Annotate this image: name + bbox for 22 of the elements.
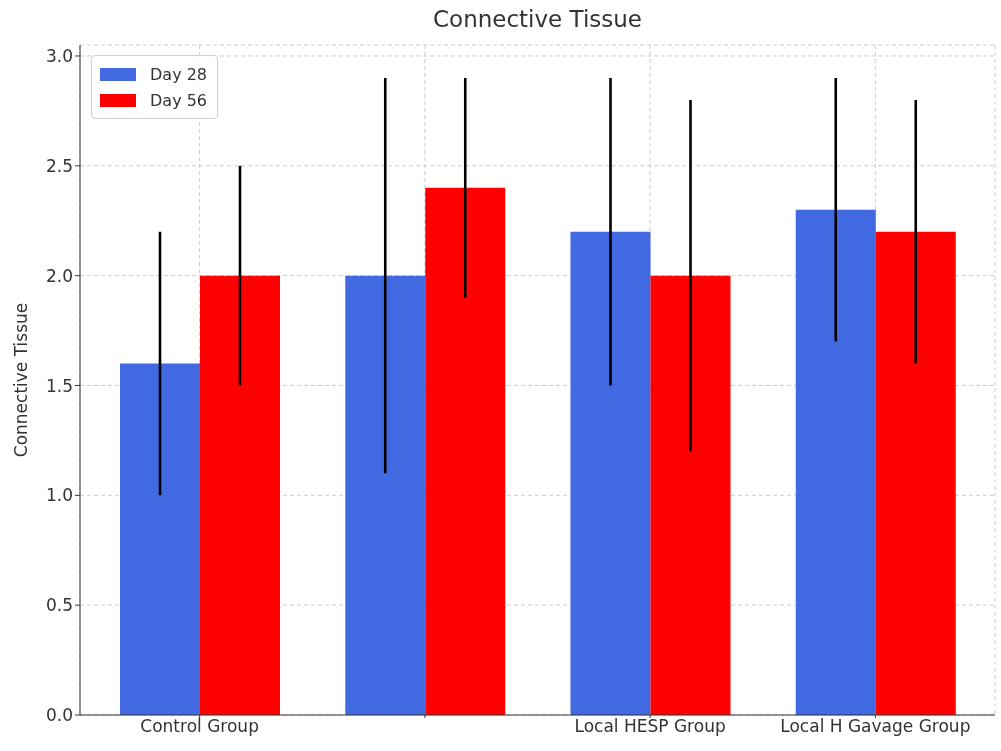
- y-tick-label: 3.0: [45, 46, 73, 67]
- bar: [795, 209, 876, 715]
- y-tick-label: 2.5: [45, 155, 73, 176]
- y-tick-label: 1.5: [45, 375, 73, 396]
- chart-title: Connective Tissue: [432, 6, 643, 32]
- bar: [650, 275, 731, 715]
- y-tick-label: 1.0: [45, 485, 73, 506]
- bar: [120, 363, 200, 715]
- y-tick-label: 0.5: [45, 595, 73, 616]
- bar: [425, 187, 506, 715]
- y-axis-title: Connective Tissue: [11, 302, 31, 458]
- x-tick-label: Local H Gavage Group: [780, 716, 971, 737]
- bar: [875, 231, 956, 715]
- y-tick-label: 2.0: [45, 265, 73, 286]
- y-tick-label: 0.0: [45, 705, 73, 726]
- legend-label: Day 56: [150, 90, 208, 110]
- bar: [570, 231, 651, 715]
- legend-label: Day 28: [150, 64, 208, 84]
- bar: [345, 275, 426, 715]
- x-tick-label: Local HESP Group: [574, 716, 726, 737]
- x-tick-label: Control Group: [140, 716, 259, 737]
- bar: [200, 275, 280, 715]
